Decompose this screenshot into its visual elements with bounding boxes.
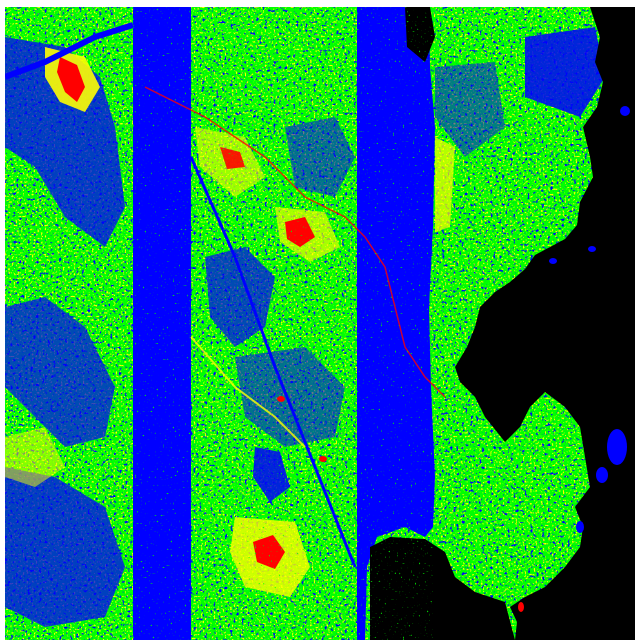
water-islands — [549, 106, 630, 533]
nodata-region-main — [455, 7, 635, 640]
classified-map — [5, 7, 635, 640]
vegetation-speckle — [133, 7, 433, 640]
